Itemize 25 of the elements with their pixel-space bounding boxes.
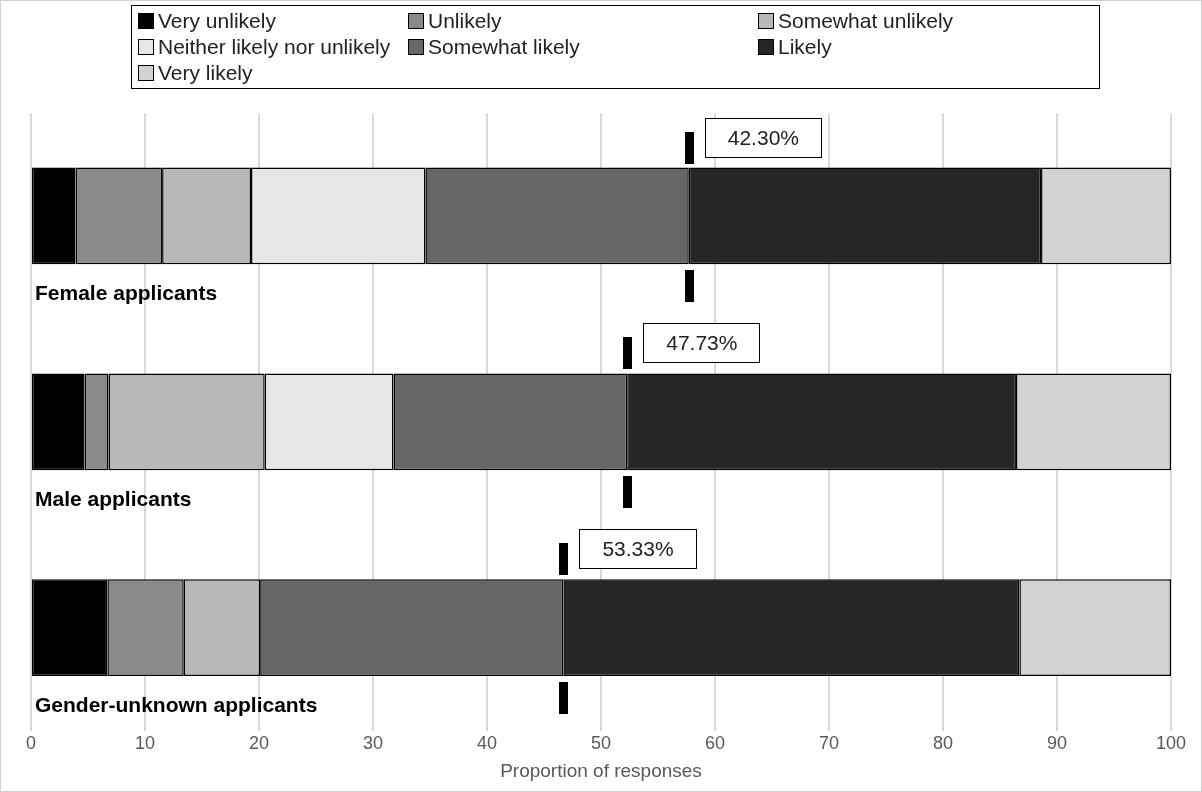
x-tick-label: 90: [1046, 733, 1068, 754]
annotation: 47.73%: [643, 323, 761, 364]
x-tick-label: 30: [362, 733, 384, 754]
legend-label: Unlikely: [428, 8, 502, 34]
y-tick-label: Gender-unknown applicants: [35, 692, 318, 716]
legend-label: Somewhat likely: [428, 34, 580, 60]
x-tick-label: 0: [25, 733, 37, 754]
y-tick-label: Male applicants: [35, 486, 192, 510]
x-axis-title: Proportion of responses: [500, 759, 702, 781]
legend-label: Very unlikely: [158, 8, 276, 34]
legend-label: Very likely: [158, 60, 253, 86]
x-tick-label: 60: [704, 733, 726, 754]
x-tick-label: 20: [248, 733, 270, 754]
annotation: 53.33%: [579, 529, 697, 570]
y-tick-label: Female applicants: [35, 281, 218, 305]
legend-label: Somewhat unlikely: [778, 8, 954, 34]
x-tick-label: 40: [476, 733, 498, 754]
x-tick-label: 10: [134, 733, 156, 754]
annotation: 42.30%: [704, 117, 822, 158]
x-tick-label: 50: [590, 733, 612, 754]
x-tick-label: 80: [932, 733, 954, 754]
legend-label: Neither likely nor unlikely: [158, 34, 391, 60]
legend-label: Likely: [778, 34, 832, 60]
x-tick-label: 100: [1155, 733, 1187, 754]
x-tick-label: 70: [818, 733, 840, 754]
